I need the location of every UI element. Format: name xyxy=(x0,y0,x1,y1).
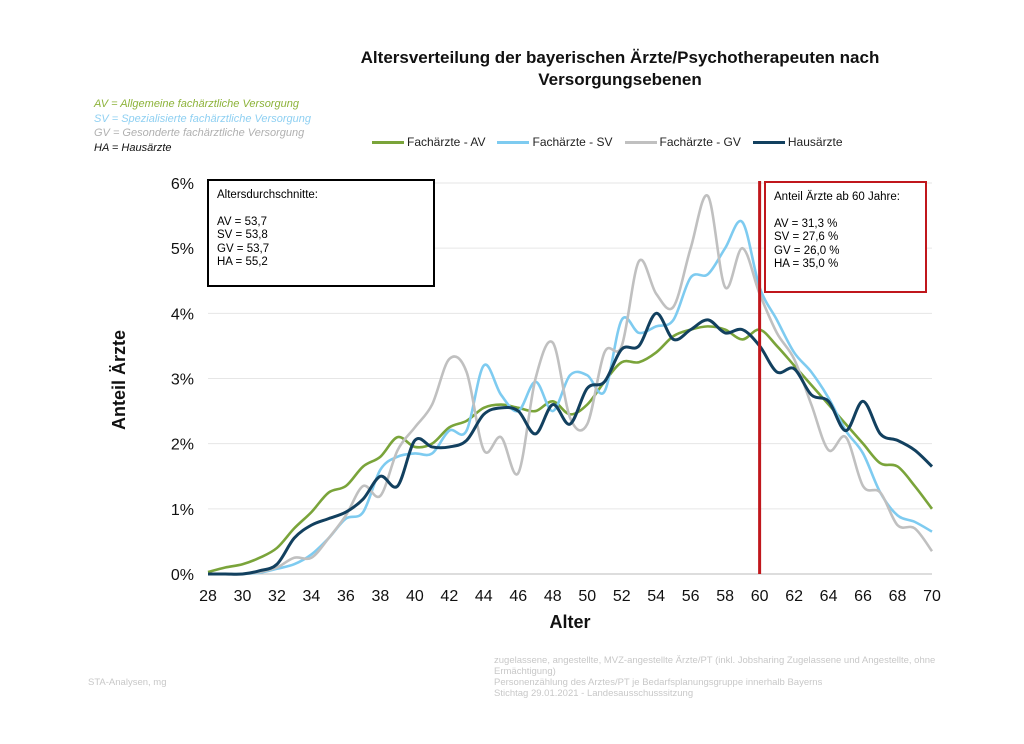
x-tick-label: 62 xyxy=(785,588,803,605)
x-tick-label: 42 xyxy=(440,588,458,605)
share-60-sv: SV = 27,6 % xyxy=(774,231,839,243)
legend-swatch xyxy=(752,140,785,144)
y-tick-label: 3% xyxy=(171,372,194,389)
average-age-sv: SV = 53,8 xyxy=(217,229,268,241)
x-tick-label: 52 xyxy=(613,588,631,605)
x-tick-label: 40 xyxy=(406,588,424,605)
share-60-ha: HA = 35,0 % xyxy=(774,258,839,270)
abbreviation-definitions: AV = Allgemeine fachärztliche Versorgung… xyxy=(94,97,311,155)
x-tick-label: 64 xyxy=(820,588,838,605)
x-tick-label: 68 xyxy=(889,588,907,605)
footer-note: zugelassene, angestellte, MVZ-angestellt… xyxy=(494,655,936,677)
x-tick-label: 30 xyxy=(234,588,252,605)
average-age-box: Altersdurchschnitte: AV = 53,7 SV = 53,8… xyxy=(207,179,435,287)
x-tick-label: 60 xyxy=(751,588,769,605)
y-tick-label: 5% xyxy=(171,241,194,258)
average-age-av: AV = 53,7 xyxy=(217,215,267,228)
legend-item-av: Fachärzte - AV xyxy=(372,135,485,149)
y-tick-label: 2% xyxy=(171,437,194,454)
footer-notes: zugelassene, angestellte, MVZ-angestellt… xyxy=(494,655,954,699)
definition-av: AV = Allgemeine fachärztliche Versorgung xyxy=(94,98,299,110)
x-tick-label: 56 xyxy=(682,588,700,605)
legend-swatch xyxy=(624,140,657,144)
footer-note: Personenzählung des Arztes/PT je Bedarfs… xyxy=(494,677,823,688)
y-tick-label: 1% xyxy=(171,502,194,519)
share-60-av: AV = 31,3 % xyxy=(774,217,838,230)
y-tick-label: 6% xyxy=(171,176,194,193)
x-tick-label: 44 xyxy=(475,588,493,605)
legend-swatch xyxy=(372,140,404,144)
share-60-plus-box: Anteil Ärzte ab 60 Jahre: AV = 31,3 % SV… xyxy=(764,181,927,293)
series-line-gv xyxy=(208,194,934,576)
legend-label: Fachärzte - GV xyxy=(659,135,741,149)
x-tick-label: 34 xyxy=(303,588,321,605)
legend-label: Fachärzte - AV xyxy=(407,135,486,149)
title-line-1: Altersverteilung der bayerischen Ärzte/P… xyxy=(360,48,880,67)
x-tick-label: 36 xyxy=(337,588,355,605)
x-tick-label: 48 xyxy=(544,588,562,605)
y-axis-label: Anteil Ärzte xyxy=(109,330,129,430)
legend-swatch xyxy=(497,140,530,144)
legend-item-gv: Fachärzte - GV xyxy=(624,135,741,149)
y-tick-label: 4% xyxy=(171,306,194,323)
x-tick-label: 38 xyxy=(371,588,389,605)
title-line-2: Versorgungsebenen xyxy=(538,70,702,89)
x-tick-label: 28 xyxy=(199,588,217,605)
footer-source: STA-Analysen, mg xyxy=(88,677,167,688)
share-60-gv: GV = 26,0 % xyxy=(774,244,840,257)
legend: Fachärzte - AV Fachärzte - SV Fachärzte … xyxy=(372,135,843,149)
definition-gv: GV = Gesonderte fachärztliche Versorgung xyxy=(94,127,305,139)
series-line-ha xyxy=(208,311,934,576)
chart-title: Altersverteilung der bayerischen Ärzte/P… xyxy=(300,47,940,91)
footer-note: Stichtag 29.01.2021 - Landesausschusssit… xyxy=(494,688,694,699)
x-tick-label: 58 xyxy=(716,588,734,605)
average-age-heading: Altersdurchschnitte: xyxy=(217,189,318,201)
definition-sv: SV = Spezialisierte fachärztliche Versor… xyxy=(94,112,311,125)
x-tick-label: 46 xyxy=(509,588,527,605)
x-tick-label: 50 xyxy=(578,588,596,605)
x-tick-label: 70 xyxy=(923,588,941,605)
series-line-av xyxy=(207,325,934,574)
legend-item-ha: Hausärzte xyxy=(752,135,843,149)
legend-label: Hausärzte xyxy=(787,135,843,149)
average-age-gv: GV = 53,7 xyxy=(217,242,270,255)
x-tick-label: 32 xyxy=(268,588,286,605)
x-tick-label: 66 xyxy=(854,588,872,605)
y-tick-label: 0% xyxy=(171,567,194,584)
x-axis-label: Alter xyxy=(549,612,590,632)
share-60-heading: Anteil Ärzte ab 60 Jahre: xyxy=(774,191,900,203)
average-age-ha: HA = 55,2 xyxy=(217,256,268,268)
legend-item-sv: Fachärzte - SV xyxy=(497,135,613,149)
x-tick-label: 54 xyxy=(647,588,665,605)
legend-label: Fachärzte - SV xyxy=(532,135,613,149)
definition-ha: HA = Hausärzte xyxy=(94,141,172,154)
